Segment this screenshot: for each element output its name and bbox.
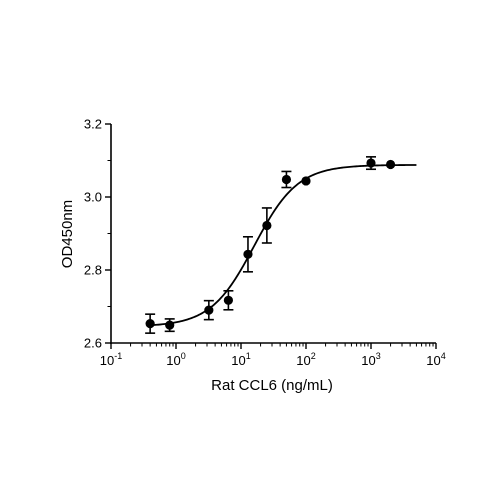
x-tick-label: 100: [166, 351, 185, 368]
x-axis-ticks: 10-1 100 101 102 103 104: [100, 343, 446, 368]
data-point: [262, 220, 272, 231]
error-bars: [145, 156, 376, 334]
x-tick-label: 104: [426, 351, 445, 368]
y-tick-label: 2.8: [84, 263, 102, 278]
data-point: [301, 176, 311, 186]
data-point: [204, 305, 214, 315]
x-tick-label: 101: [231, 351, 250, 368]
x-axis-title: Rat CCL6 (ng/mL): [211, 377, 333, 394]
y-tick-label: 2.6: [84, 336, 102, 351]
data-point: [223, 295, 234, 305]
fit-curve: [150, 164, 417, 327]
data-point: [165, 320, 175, 330]
data-point: [385, 159, 396, 170]
data-point: [281, 174, 292, 185]
y-axis-title: OD450nm: [59, 200, 76, 268]
data-point: [243, 249, 253, 259]
data-points: [145, 158, 396, 330]
y-tick-label: 3.2: [84, 117, 102, 132]
y-axis-ticks: 2.6 2.8 3.0 3.2: [84, 117, 111, 351]
data-point: [145, 319, 155, 329]
data-point: [366, 158, 376, 168]
x-tick-label: 102: [296, 351, 315, 368]
x-tick-label: 103: [361, 351, 380, 368]
y-tick-label: 3.0: [84, 190, 102, 205]
axes: [110, 124, 436, 344]
x-tick-label: 10-1: [100, 351, 122, 368]
